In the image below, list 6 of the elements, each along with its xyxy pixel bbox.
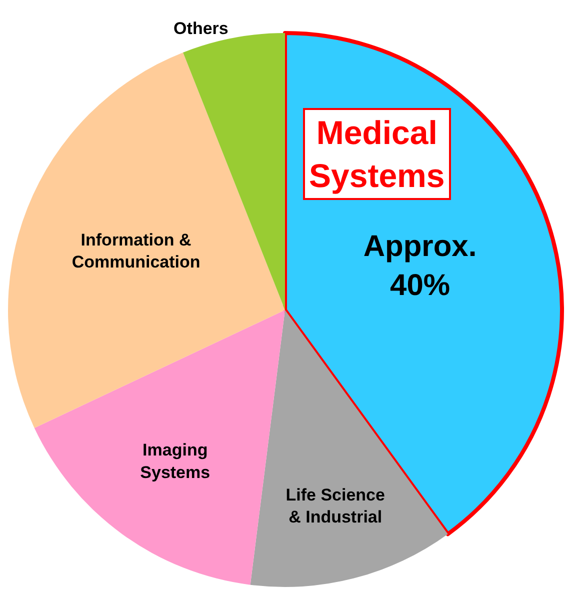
slice-label: Life Science & Industrial: [286, 486, 385, 527]
data-label: Approx. 40%: [363, 230, 477, 302]
slice-label: Imaging Systems: [140, 440, 210, 482]
slice-label: Information & Communication: [72, 230, 200, 272]
slice-label: Medical Systems: [309, 114, 445, 194]
slice-label: Others: [174, 19, 228, 38]
